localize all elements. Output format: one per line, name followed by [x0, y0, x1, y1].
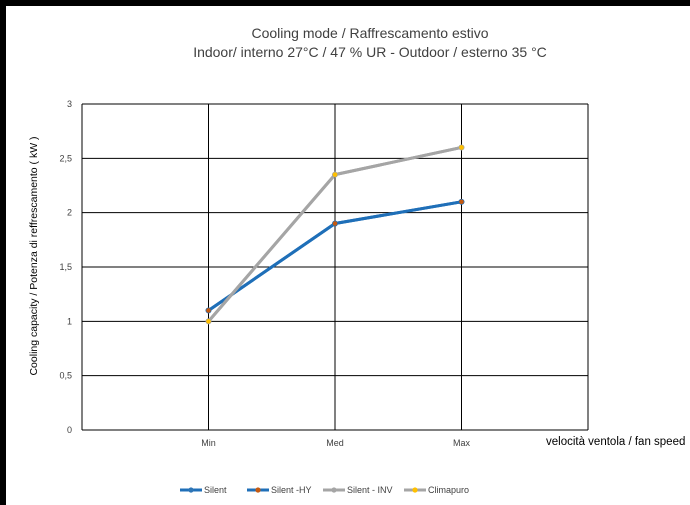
legend-entry: Climapuro [428, 485, 469, 495]
data-point [205, 318, 212, 325]
legend: Silent Silent -HY Silent - INV Climapuro [180, 485, 469, 495]
chart-title: Cooling mode / Raffrescamento estivo [251, 25, 488, 41]
x-tick-label: Min [201, 438, 216, 448]
legend-entry: Silent [204, 485, 227, 495]
x-axis-label: velocità ventola / fan speed [546, 436, 685, 448]
legend-swatch-marker [255, 487, 261, 493]
chart-frame: Cooling mode / Raffrescamento estivo Ind… [6, 6, 690, 505]
data-point [458, 198, 465, 205]
y-tick-label: 1,5 [59, 262, 72, 272]
y-tick-label: 2 [67, 208, 72, 218]
data-point [458, 144, 465, 151]
legend-swatch-marker [412, 487, 418, 493]
y-axis-label: Cooling capacity / Potenza di reffrescam… [28, 136, 40, 375]
x-tick-label: Max [453, 438, 471, 448]
data-point [332, 220, 338, 227]
data-point [205, 307, 212, 314]
y-tick-label: 2,5 [59, 153, 72, 163]
y-tick-label: 3 [67, 99, 72, 109]
chart-subtitle: Indoor/ interno 27°C / 47 % UR - Outdoor… [193, 44, 547, 60]
legend-swatch-marker [331, 487, 337, 493]
line-chart: Cooling mode / Raffrescamento estivo Ind… [28, 25, 685, 495]
legend-swatch-marker [188, 487, 194, 493]
legend-entry: Silent - INV [347, 485, 393, 495]
y-tick-label: 0 [67, 425, 72, 435]
y-tick-label: 1 [67, 316, 72, 326]
x-tick-label: Med [326, 438, 344, 448]
y-tick-label: 0,5 [59, 371, 72, 381]
data-point [332, 171, 338, 178]
legend-entry: Silent -HY [271, 485, 312, 495]
